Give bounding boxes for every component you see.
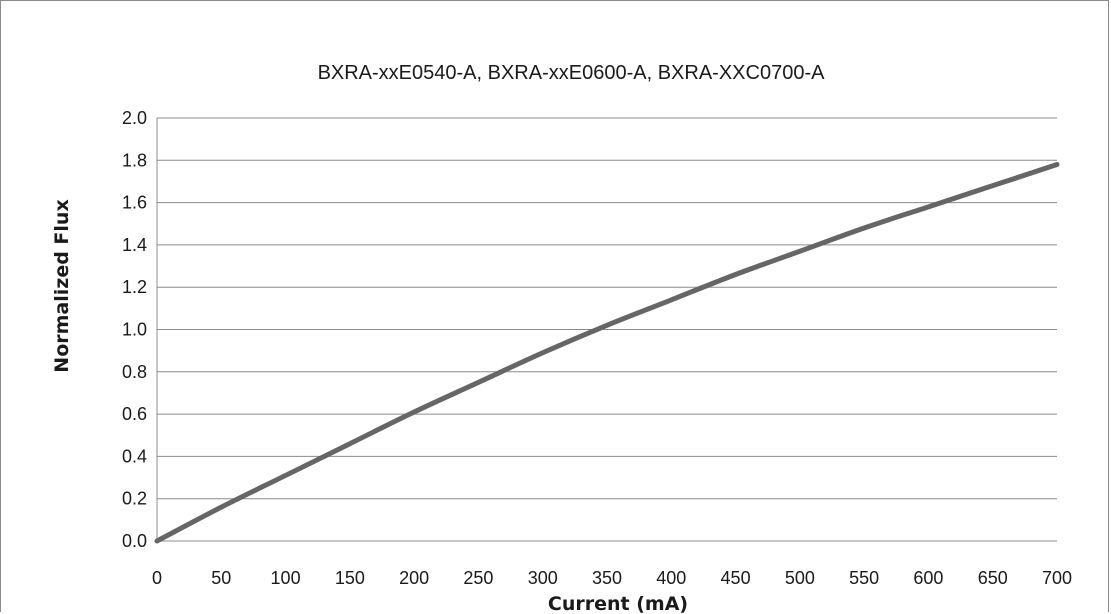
y-tick-label: 2.0 <box>122 108 147 128</box>
x-tick-label: 450 <box>721 568 751 588</box>
y-tick-label: 0.2 <box>122 489 147 509</box>
x-tick-label: 100 <box>271 568 301 588</box>
x-tick-label: 500 <box>785 568 815 588</box>
x-tick-label: 250 <box>463 568 493 588</box>
series-line <box>154 162 1060 544</box>
x-tick-label: 400 <box>656 568 686 588</box>
grid-lines <box>157 117 1057 500</box>
axes <box>156 118 1057 542</box>
y-tick-label: 1.8 <box>122 150 147 170</box>
y-tick-labels: 0.0 0.2 0.4 0.6 0.8 1.0 1.2 1.4 1.6 1.8 2.0 <box>122 108 147 551</box>
y-tick-label: 1.0 <box>122 320 147 340</box>
x-tick-label: 550 <box>849 568 879 588</box>
x-tick-label: 200 <box>399 568 429 588</box>
x-tick-label: 50 <box>211 568 231 588</box>
x-tick-label: 150 <box>335 568 365 588</box>
chart-title: BXRA-xxE0540-A, BXRA-xxE0600-A, BXRA-XXC… <box>318 62 826 84</box>
x-tick-label: 650 <box>978 568 1008 588</box>
y-axis-label: Normalized Flux <box>51 199 73 372</box>
x-tick-label: 300 <box>528 568 558 588</box>
x-axis-label: Current (mA) <box>548 593 688 614</box>
x-tick-label: 600 <box>913 568 943 588</box>
y-tick-label: 0.0 <box>122 531 147 551</box>
y-tick-label: 0.8 <box>122 362 147 382</box>
y-tick-label: 1.6 <box>122 193 147 213</box>
y-tick-label: 1.4 <box>122 235 147 255</box>
y-tick-label: 0.4 <box>122 446 147 466</box>
series-layer <box>154 162 1060 544</box>
y-tick-label: 1.2 <box>122 277 147 297</box>
x-tick-labels: 0 50 100 150 200 250 300 350 400 450 500 550 600 650 7… <box>152 568 1072 588</box>
x-tick-label: 0 <box>152 568 162 588</box>
x-tick-label: 700 <box>1042 568 1072 588</box>
y-tick-label: 0.6 <box>122 404 147 424</box>
x-tick-label: 350 <box>592 568 622 588</box>
